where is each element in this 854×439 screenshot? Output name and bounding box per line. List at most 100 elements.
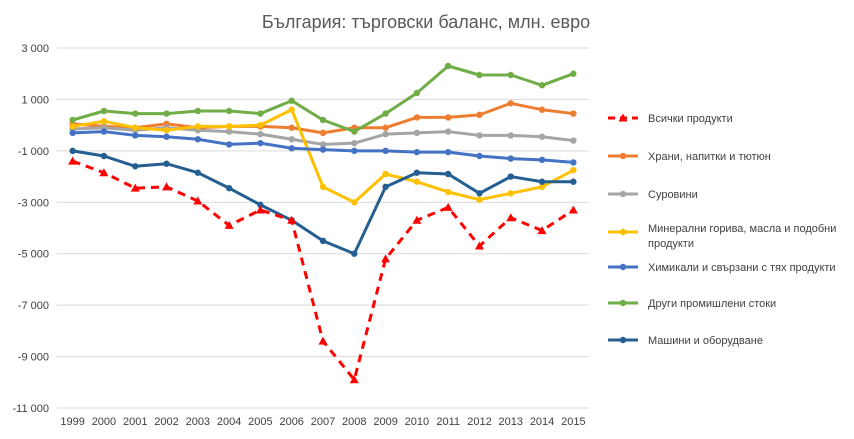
x-tick-label: 2009	[373, 416, 397, 428]
series-0	[68, 156, 578, 384]
x-tick-label: 2004	[217, 416, 241, 428]
data-point	[132, 124, 139, 131]
data-point-triangle	[130, 183, 140, 192]
data-point	[570, 137, 577, 144]
x-tick-label: 2014	[530, 416, 554, 428]
data-point-triangle	[381, 254, 391, 263]
data-point	[476, 190, 483, 197]
legend-item-3: Минерални горива, масла и подобни продукт…	[608, 223, 836, 250]
data-point	[288, 136, 295, 143]
data-point	[225, 123, 233, 130]
data-point	[257, 130, 264, 138]
x-tick-label: 2013	[499, 416, 523, 428]
data-point	[538, 133, 546, 140]
data-point	[319, 146, 327, 153]
legend-label: Други промишлени стоки	[648, 298, 776, 310]
data-point	[319, 116, 327, 124]
y-tick-label: -9 000	[18, 352, 49, 364]
data-point	[69, 116, 76, 124]
y-tick-label: 3 000	[21, 43, 49, 55]
data-point	[538, 106, 546, 113]
data-point	[163, 160, 170, 167]
data-point	[507, 71, 514, 79]
data-point	[382, 183, 389, 191]
y-tick-label: -1 000	[18, 146, 49, 158]
data-point	[163, 127, 170, 134]
data-point	[132, 132, 139, 139]
data-point	[413, 148, 421, 156]
legend-marker	[619, 263, 627, 271]
data-point	[382, 110, 389, 117]
data-point-triangle	[506, 213, 516, 222]
data-point	[288, 145, 295, 152]
data-point	[351, 250, 358, 257]
data-point-triangle	[68, 156, 78, 165]
y-tick-label: -5 000	[18, 249, 49, 261]
data-point	[163, 110, 170, 117]
data-point	[570, 166, 577, 174]
data-point-triangle	[224, 220, 234, 229]
x-tick-label: 2011	[436, 416, 460, 428]
x-tick-label: 2001	[123, 416, 147, 428]
data-point	[413, 169, 421, 176]
legend-label: Химикали и свързани с тях продукти	[648, 262, 836, 274]
data-point	[100, 128, 108, 135]
data-point	[507, 173, 514, 180]
x-tick-label: 2003	[186, 416, 210, 428]
data-point	[288, 106, 295, 113]
data-point	[69, 123, 76, 130]
legend-item-6: Машини и оборудване	[608, 335, 763, 347]
data-point	[194, 136, 202, 143]
data-point-triangle	[99, 168, 109, 177]
legend-item-1: Храни, напитки и тютюн	[608, 151, 771, 163]
data-point-triangle	[349, 375, 359, 384]
legend-label: Храни, напитки и тютюн	[648, 151, 771, 163]
y-tick-label: -3 000	[18, 197, 49, 209]
data-point	[476, 132, 483, 139]
data-point	[288, 97, 295, 104]
legend-marker	[619, 190, 627, 198]
x-tick-label: 2002	[154, 416, 178, 428]
legend-item-5: Други промишлени стоки	[608, 298, 776, 310]
data-point	[444, 114, 452, 121]
x-tick-label: 2015	[561, 416, 585, 428]
data-point	[476, 196, 483, 203]
data-point-triangle	[412, 215, 422, 224]
data-point	[570, 178, 577, 185]
x-tick-label: 2006	[279, 416, 303, 428]
data-point	[538, 183, 546, 191]
data-point	[69, 147, 76, 155]
data-point-triangle	[568, 205, 578, 214]
data-point	[570, 110, 577, 117]
data-point	[444, 148, 452, 156]
series-lines	[68, 62, 578, 384]
data-point-triangle	[474, 241, 484, 250]
data-point	[413, 114, 421, 121]
y-tick-label: -7 000	[18, 300, 49, 312]
data-point-triangle	[162, 182, 172, 191]
data-point	[351, 128, 358, 135]
data-point	[163, 133, 170, 140]
data-point	[382, 130, 389, 138]
data-point	[476, 111, 483, 119]
data-point	[507, 155, 514, 162]
data-point	[444, 188, 452, 196]
legend-item-0: Всички продукти	[608, 113, 733, 125]
data-point-triangle	[318, 336, 328, 345]
legend: Всички продукти Храни, напитки и тютюн Сур…	[608, 113, 836, 347]
x-tick-label: 2008	[342, 416, 366, 428]
data-point	[538, 82, 546, 89]
data-point	[476, 71, 483, 79]
data-point	[194, 107, 202, 115]
data-point	[538, 178, 546, 185]
series-5	[69, 62, 577, 135]
data-point	[507, 190, 514, 197]
data-point-triangle	[287, 215, 297, 224]
y-tick-label: 1 000	[21, 94, 49, 106]
y-axis-tick-labels: 3 000 1 000 -1 000 -3 000 -5 000 -7 000 -9 000…	[13, 43, 50, 415]
data-point	[225, 141, 233, 148]
data-point	[132, 110, 139, 117]
x-tick-label: 1999	[60, 416, 84, 428]
data-point	[382, 170, 389, 178]
